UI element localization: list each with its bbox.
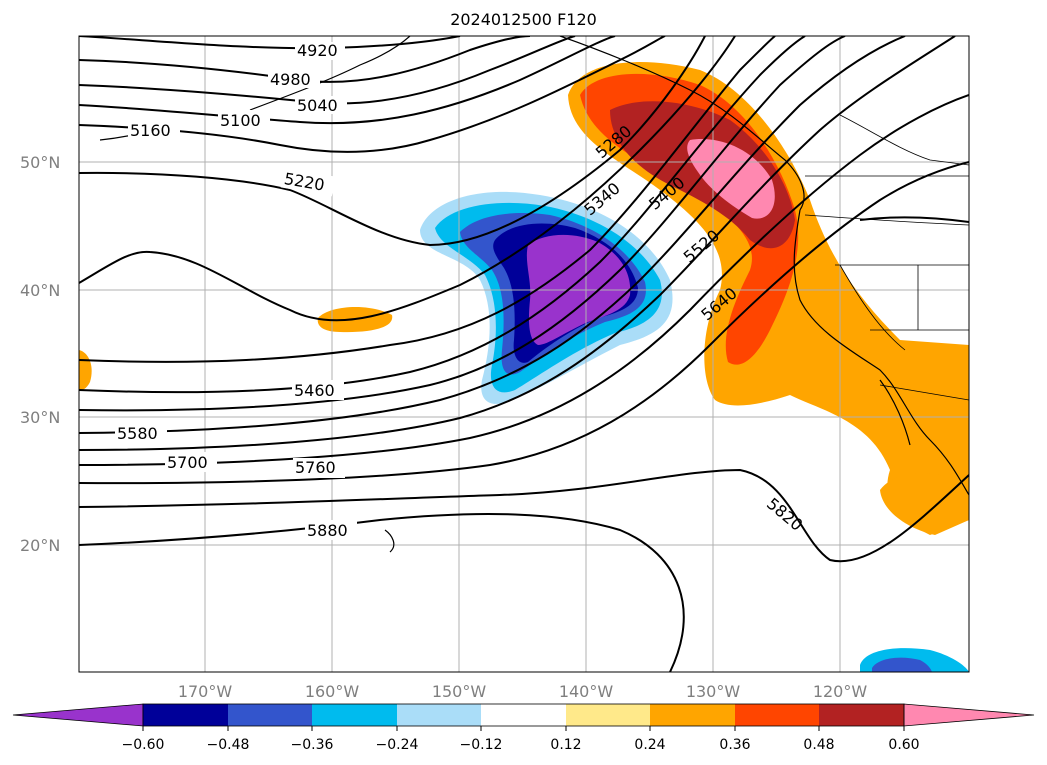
gridlines xyxy=(79,36,969,672)
contour-label: 5040 xyxy=(297,96,338,115)
political-borders xyxy=(804,114,969,401)
contour-label: 4920 xyxy=(297,41,338,60)
contour-label: 5760 xyxy=(295,458,336,477)
latitude-labels: 50°N 40°N 30°N 20°N xyxy=(20,153,60,555)
lon-label: 130°W xyxy=(686,682,741,701)
contour-label: 4980 xyxy=(270,70,311,89)
colorbar-segment xyxy=(566,704,650,726)
lon-label: 150°W xyxy=(432,682,487,701)
contour-label: 5100 xyxy=(220,111,261,130)
contour-label: 5700 xyxy=(167,453,208,472)
colorbar-extend-high xyxy=(903,703,1035,727)
map-title: 2024012500 F120 xyxy=(450,10,597,29)
contour-label: 5580 xyxy=(117,424,158,443)
colorbar-tick-label: −0.60 xyxy=(122,737,165,753)
lat-label: 40°N xyxy=(20,281,60,300)
colorbar-tick-label: −0.48 xyxy=(207,737,250,753)
colorbar-tick-label: 0.60 xyxy=(888,737,919,753)
small-negative-patch-2 xyxy=(872,657,932,672)
colorbar-tick-label: −0.12 xyxy=(460,737,503,753)
lon-label: 120°W xyxy=(813,682,868,701)
contour-label: 5460 xyxy=(294,381,335,400)
contour-label: 5880 xyxy=(307,521,348,540)
plot-border xyxy=(78,35,970,673)
lat-label: 20°N xyxy=(20,536,60,555)
colorbar-extend-low xyxy=(12,703,144,727)
longitude-labels: 170°W 160°W 150°W 140°W 130°W 120°W xyxy=(178,682,868,701)
colorbar-segment xyxy=(735,704,819,726)
colorbar-segment xyxy=(228,704,312,726)
height-contours xyxy=(79,36,969,672)
colorbar-segment xyxy=(650,704,735,726)
colorbar-tick-label: −0.24 xyxy=(376,737,419,753)
contour-label: 5160 xyxy=(130,121,171,140)
colorbar-tick-label: −0.36 xyxy=(291,737,334,753)
colorbar-segment xyxy=(481,704,566,726)
baja-positive-patch xyxy=(880,473,969,535)
colorbar-segment xyxy=(819,704,904,726)
lon-label: 170°W xyxy=(178,682,233,701)
lon-label: 140°W xyxy=(559,682,614,701)
colorbar-tick-label: 0.48 xyxy=(803,737,834,753)
lon-label: 160°W xyxy=(305,682,360,701)
colorbar-segment xyxy=(312,704,397,726)
colorbar-tick-label: 0.24 xyxy=(634,737,665,753)
colorbar-segment xyxy=(143,704,228,726)
lat-label: 30°N xyxy=(20,408,60,427)
colorbar: −0.60 −0.48 −0.36 −0.24 −0.12 0.12 0.24 … xyxy=(12,703,1035,753)
colorbar-segment xyxy=(397,704,481,726)
colorbar-tick-label: 0.12 xyxy=(550,737,581,753)
colorbar-tick-label: 0.36 xyxy=(719,737,750,753)
lat-label: 50°N xyxy=(20,153,60,172)
